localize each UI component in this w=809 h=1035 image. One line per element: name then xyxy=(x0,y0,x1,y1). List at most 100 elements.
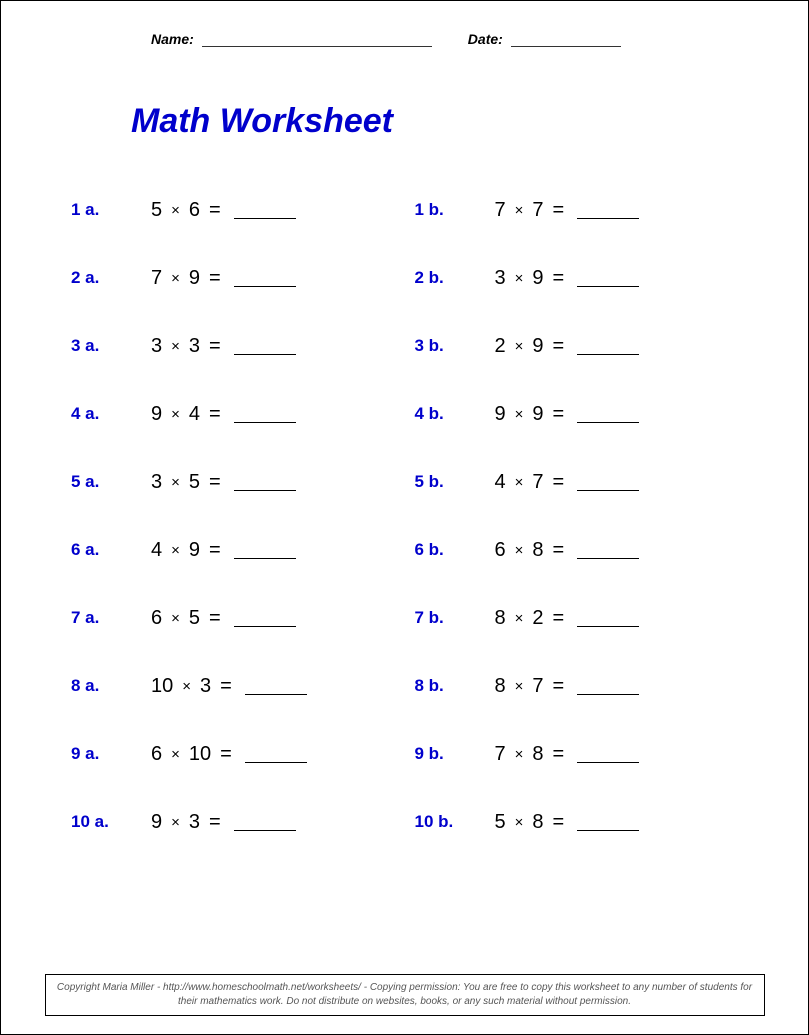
operand-2: 5 xyxy=(189,471,200,494)
problem-expression: 9×4= xyxy=(131,403,296,426)
problem-cell: 6 a.4×9= xyxy=(61,539,405,562)
answer-blank[interactable] xyxy=(577,609,639,627)
answer-blank[interactable] xyxy=(577,745,639,763)
answer-blank[interactable] xyxy=(234,337,296,355)
operand-2: 7 xyxy=(532,199,543,222)
answer-blank[interactable] xyxy=(577,201,639,219)
equals-sign: = xyxy=(209,471,221,494)
problem-expression: 6×5= xyxy=(131,607,296,630)
operand-2: 9 xyxy=(189,267,200,290)
problem-label: 8 b. xyxy=(405,676,475,696)
equals-sign: = xyxy=(220,743,232,766)
answer-blank[interactable] xyxy=(234,813,296,831)
problem-expression: 8×7= xyxy=(475,675,640,698)
operand-1: 4 xyxy=(151,539,162,562)
multiply-icon: × xyxy=(515,746,524,763)
operand-2: 8 xyxy=(532,539,543,562)
equals-sign: = xyxy=(209,267,221,290)
problem-cell: 4 b.9×9= xyxy=(405,403,749,426)
equals-sign: = xyxy=(553,471,565,494)
problem-cell: 4 a.9×4= xyxy=(61,403,405,426)
problem-expression: 9×3= xyxy=(131,811,296,834)
answer-blank[interactable] xyxy=(577,473,639,491)
operand-1: 2 xyxy=(495,335,506,358)
equals-sign: = xyxy=(209,403,221,426)
multiply-icon: × xyxy=(171,474,180,491)
operand-1: 10 xyxy=(151,675,173,698)
multiply-icon: × xyxy=(171,406,180,423)
problem-cell: 9 a.6×10= xyxy=(61,743,405,766)
name-label: Name: xyxy=(151,31,194,47)
answer-blank[interactable] xyxy=(234,473,296,491)
problem-expression: 3×9= xyxy=(475,267,640,290)
problem-row: 10 a.9×3= 10 b.5×8= xyxy=(61,788,748,856)
problem-label: 4 b. xyxy=(405,404,475,424)
equals-sign: = xyxy=(209,335,221,358)
equals-sign: = xyxy=(553,335,565,358)
problem-expression: 9×9= xyxy=(475,403,640,426)
equals-sign: = xyxy=(553,199,565,222)
multiply-icon: × xyxy=(515,202,524,219)
problem-expression: 6×10= xyxy=(131,743,307,766)
problem-label: 5 a. xyxy=(61,472,131,492)
problem-label: 2 b. xyxy=(405,268,475,288)
answer-blank[interactable] xyxy=(577,677,639,695)
problem-row: 2 a.7×9=2 b.3×9= xyxy=(61,244,748,312)
equals-sign: = xyxy=(553,403,565,426)
answer-blank[interactable] xyxy=(234,405,296,423)
multiply-icon: × xyxy=(515,474,524,491)
multiply-icon: × xyxy=(182,678,191,695)
problem-row: 6 a.4×9=6 b.6×8= xyxy=(61,516,748,584)
problem-label: 10 a. xyxy=(61,812,131,832)
equals-sign: = xyxy=(553,267,565,290)
operand-1: 9 xyxy=(151,403,162,426)
operand-1: 7 xyxy=(151,267,162,290)
answer-blank[interactable] xyxy=(577,269,639,287)
problem-cell: 5 b.4×7= xyxy=(405,471,749,494)
answer-blank[interactable] xyxy=(234,541,296,559)
problem-label: 4 a. xyxy=(61,404,131,424)
problem-row: 3 a.3×3=3 b.2×9= xyxy=(61,312,748,380)
operand-2: 6 xyxy=(189,199,200,222)
multiply-icon: × xyxy=(171,542,180,559)
problem-expression: 5×8= xyxy=(475,811,640,834)
answer-blank[interactable] xyxy=(234,201,296,219)
answer-blank[interactable] xyxy=(577,405,639,423)
operand-1: 9 xyxy=(495,403,506,426)
problem-label: 7 b. xyxy=(405,608,475,628)
problem-cell: 8 b.8×7= xyxy=(405,675,749,698)
date-blank[interactable] xyxy=(511,33,621,47)
answer-blank[interactable] xyxy=(577,813,639,831)
problem-expression: 3×3= xyxy=(131,335,296,358)
operand-2: 9 xyxy=(532,335,543,358)
problem-row: 1 a.5×6=1 b.7×7= xyxy=(61,176,748,244)
header-line: Name: Date: xyxy=(1,1,808,47)
operand-2: 9 xyxy=(189,539,200,562)
problem-cell: 8 a.10×3= xyxy=(61,675,405,698)
operand-1: 8 xyxy=(495,675,506,698)
answer-blank[interactable] xyxy=(245,745,307,763)
answer-blank[interactable] xyxy=(577,337,639,355)
answer-blank[interactable] xyxy=(234,269,296,287)
equals-sign: = xyxy=(209,539,221,562)
operand-2: 3 xyxy=(189,335,200,358)
operand-1: 6 xyxy=(495,539,506,562)
answer-blank[interactable] xyxy=(577,541,639,559)
multiply-icon: × xyxy=(515,406,524,423)
problem-cell: 10 b.5×8= xyxy=(405,811,749,834)
equals-sign: = xyxy=(209,607,221,630)
problem-expression: 7×7= xyxy=(475,199,640,222)
problem-expression: 4 × 9 = xyxy=(131,539,296,562)
problem-row: 8 a.10×3=8 b.8×7= xyxy=(61,652,748,720)
equals-sign: = xyxy=(209,199,221,222)
problem-expression: 3 × 5 = xyxy=(131,471,296,494)
answer-blank[interactable] xyxy=(245,677,307,695)
multiply-icon: × xyxy=(171,338,180,355)
date-label: Date: xyxy=(468,31,503,47)
operand-1: 5 xyxy=(495,811,506,834)
name-blank[interactable] xyxy=(202,33,432,47)
problem-cell: 7 a.6×5= xyxy=(61,607,405,630)
problem-expression: 4×7= xyxy=(475,471,640,494)
answer-blank[interactable] xyxy=(234,609,296,627)
operand-1: 3 xyxy=(151,471,162,494)
